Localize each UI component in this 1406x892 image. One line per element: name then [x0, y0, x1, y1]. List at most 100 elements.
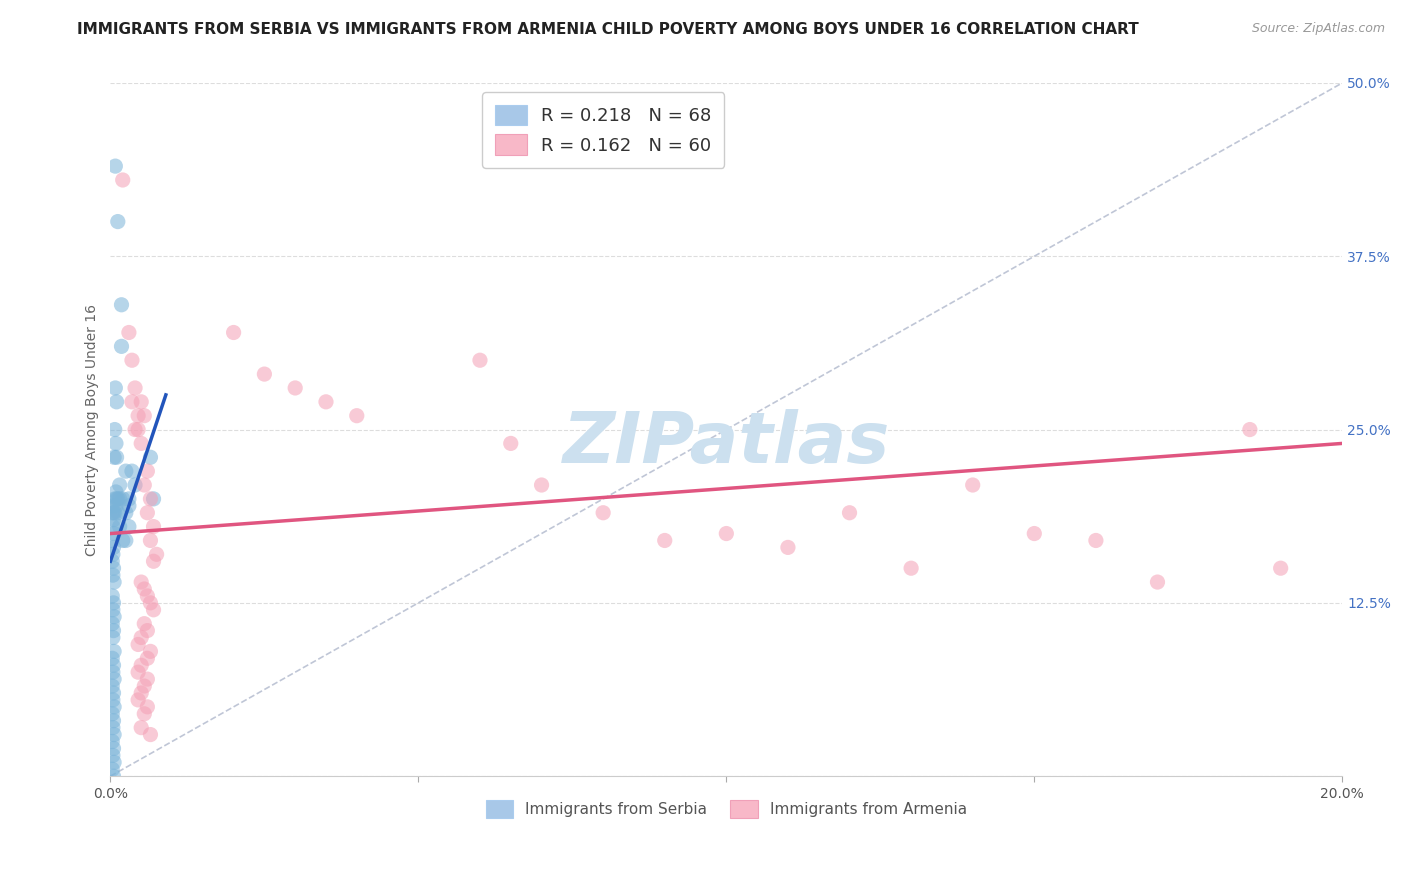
Point [101, 665, 124, 680]
Point [139, 644, 162, 658]
Point [129, 686, 152, 700]
Point [124, 381, 146, 395]
Point [139, 533, 162, 548]
Point [103, 609, 125, 624]
Point [776, 541, 799, 555]
Point [142, 491, 165, 506]
Point [103, 506, 125, 520]
Point [101, 506, 124, 520]
Point [499, 436, 522, 450]
Point [124, 423, 146, 437]
Point [136, 624, 159, 638]
Point [127, 409, 149, 423]
Point [101, 533, 124, 548]
Point [134, 409, 156, 423]
Point [103, 728, 125, 742]
Point [108, 478, 131, 492]
Point [962, 478, 984, 492]
Point [104, 381, 127, 395]
Point [129, 721, 152, 735]
Point [121, 394, 143, 409]
Point [114, 464, 136, 478]
Point [1239, 423, 1261, 437]
Point [139, 491, 162, 506]
Point [1084, 533, 1107, 548]
Point [129, 575, 152, 590]
Point [136, 589, 159, 603]
Point [346, 409, 368, 423]
Point [127, 423, 149, 437]
Point [716, 526, 738, 541]
Point [284, 381, 307, 395]
Point [127, 693, 149, 707]
Point [118, 499, 141, 513]
Text: IMMIGRANTS FROM SERBIA VS IMMIGRANTS FROM ARMENIA CHILD POVERTY AMONG BOYS UNDER: IMMIGRANTS FROM SERBIA VS IMMIGRANTS FRO… [77, 22, 1139, 37]
Point [127, 637, 149, 651]
Point [101, 721, 124, 735]
Point [124, 478, 146, 492]
Point [101, 568, 124, 582]
Point [103, 596, 125, 610]
Point [145, 547, 167, 561]
Point [134, 616, 156, 631]
Point [142, 554, 165, 568]
Point [139, 450, 162, 465]
Point [101, 547, 124, 561]
Point [1146, 575, 1168, 590]
Point [110, 339, 132, 353]
Point [103, 541, 125, 555]
Point [103, 741, 125, 756]
Point [104, 159, 127, 173]
Point [103, 561, 125, 575]
Point [105, 450, 128, 465]
Point [134, 582, 156, 596]
Point [127, 665, 149, 680]
Point [129, 658, 152, 673]
Point [111, 173, 134, 187]
Point [104, 506, 127, 520]
Point [592, 506, 614, 520]
Point [253, 367, 276, 381]
Point [104, 491, 127, 506]
Point [101, 734, 124, 748]
Point [103, 575, 125, 590]
Point [103, 624, 125, 638]
Point [136, 506, 159, 520]
Point [104, 436, 127, 450]
Point [101, 693, 124, 707]
Point [104, 499, 127, 513]
Point [103, 714, 125, 728]
Point [103, 644, 125, 658]
Point [104, 423, 127, 437]
Point [1024, 526, 1046, 541]
Legend: Immigrants from Serbia, Immigrants from Armenia: Immigrants from Serbia, Immigrants from … [479, 794, 973, 824]
Point [136, 651, 159, 665]
Point [104, 485, 127, 500]
Text: ZIPatlas: ZIPatlas [562, 409, 890, 478]
Point [136, 699, 159, 714]
Point [136, 464, 159, 478]
Point [654, 533, 676, 548]
Point [108, 491, 131, 506]
Point [129, 631, 152, 645]
Point [105, 394, 128, 409]
Point [101, 519, 124, 533]
Point [101, 499, 124, 513]
Point [103, 658, 125, 673]
Point [101, 679, 124, 693]
Point [107, 491, 129, 506]
Point [114, 506, 136, 520]
Point [107, 506, 129, 520]
Point [118, 326, 141, 340]
Point [118, 491, 141, 506]
Point [142, 603, 165, 617]
Point [103, 699, 125, 714]
Point [139, 728, 162, 742]
Point [900, 561, 922, 575]
Point [101, 616, 124, 631]
Point [101, 762, 124, 776]
Point [136, 672, 159, 686]
Point [838, 506, 860, 520]
Point [134, 679, 156, 693]
Point [107, 214, 129, 228]
